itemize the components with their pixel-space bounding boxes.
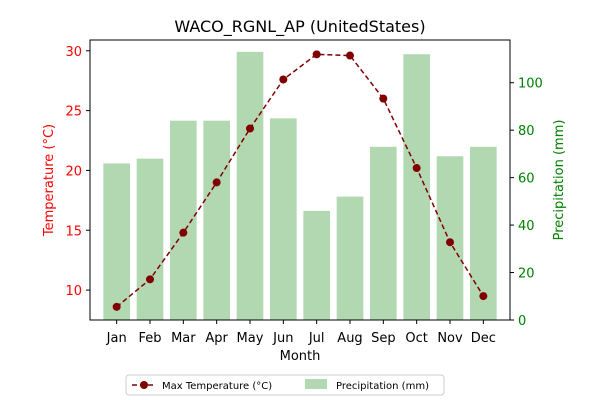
precip-bar-dec <box>470 146 497 320</box>
x-tick-label: Jul <box>308 331 325 346</box>
precip-bar-sep <box>370 146 397 320</box>
left-axis-title: Temperature (°C) <box>42 124 57 237</box>
precip-bar-oct <box>403 54 430 320</box>
right-y-axis: 0 20 40 60 80 100 <box>510 77 543 329</box>
right-axis-title: Precipitation (mm) <box>552 120 567 241</box>
precip-bar-jul <box>303 210 330 320</box>
x-tick-label: Jan <box>106 331 127 346</box>
right-tick-label: 40 <box>518 219 535 234</box>
x-tick-label: Feb <box>138 331 161 346</box>
left-tick-label: 10 <box>65 284 82 299</box>
temp-point-jun <box>279 75 288 84</box>
precip-bar-may <box>236 51 264 320</box>
x-tick-label: Apr <box>205 331 228 346</box>
temp-point-aug <box>346 51 354 60</box>
right-tick-label: 20 <box>518 267 535 282</box>
x-tick-label: Aug <box>337 331 362 346</box>
temp-point-may <box>246 124 254 133</box>
left-tick-label: 20 <box>65 164 82 179</box>
left-tick-label: 15 <box>65 224 82 239</box>
precip-bar-mar <box>170 120 197 320</box>
legend-box <box>125 374 445 396</box>
left-tick-label: 30 <box>65 45 82 60</box>
legend-precipitation-label: Precipitation (mm) <box>336 381 429 392</box>
x-tick-label: Nov <box>437 331 463 346</box>
right-tick-label: 60 <box>518 172 535 187</box>
legend: Max Temperature (°C) Precipitation (mm) <box>125 374 445 396</box>
x-tick-label: Jun <box>272 331 293 346</box>
left-tick-label: 25 <box>65 105 82 120</box>
temp-point-nov <box>446 238 454 247</box>
temp-point-oct <box>412 164 421 173</box>
x-tick-label: May <box>237 331 264 346</box>
right-tick-label: 100 <box>518 77 543 92</box>
temp-point-dec <box>479 292 488 301</box>
plot-frame <box>89 39 511 321</box>
precip-bar-jun <box>270 118 297 320</box>
legend-line-marker <box>140 381 148 389</box>
precip-bar-jan <box>103 163 130 320</box>
chart-title: WACO_RGNL_AP (UnitedStates) <box>174 17 425 37</box>
temp-point-jul <box>312 50 321 59</box>
left-y-axis: 10 15 20 25 30 <box>65 45 90 299</box>
x-tick-label: Sep <box>371 331 396 346</box>
precip-bar-nov <box>436 156 464 320</box>
precipitation-bars <box>103 51 497 320</box>
x-tick-label: Oct <box>405 331 427 346</box>
temperature-series-line <box>116 53 484 308</box>
x-axis: Jan Feb Mar Apr May Jun Jul Aug Sep Oct Nov Dec <box>106 320 496 346</box>
temp-point-mar <box>179 228 188 237</box>
legend-bar-swatch <box>305 379 327 389</box>
temp-point-sep <box>379 94 388 103</box>
x-axis-title: Month <box>280 349 321 364</box>
temp-point-feb <box>146 275 154 284</box>
precip-bar-apr <box>203 120 230 320</box>
precip-bar-feb <box>136 158 164 320</box>
right-tick-label: 0 <box>518 314 526 329</box>
legend-temperature-label: Max Temperature (°C) <box>162 381 272 392</box>
right-tick-label: 80 <box>518 124 535 139</box>
x-tick-label: Mar <box>171 331 196 346</box>
temp-point-apr <box>212 178 221 187</box>
precip-bar-aug <box>336 196 364 320</box>
temp-point-jan <box>112 302 121 311</box>
x-tick-label: Dec <box>471 331 496 346</box>
temperature-line <box>112 50 488 311</box>
